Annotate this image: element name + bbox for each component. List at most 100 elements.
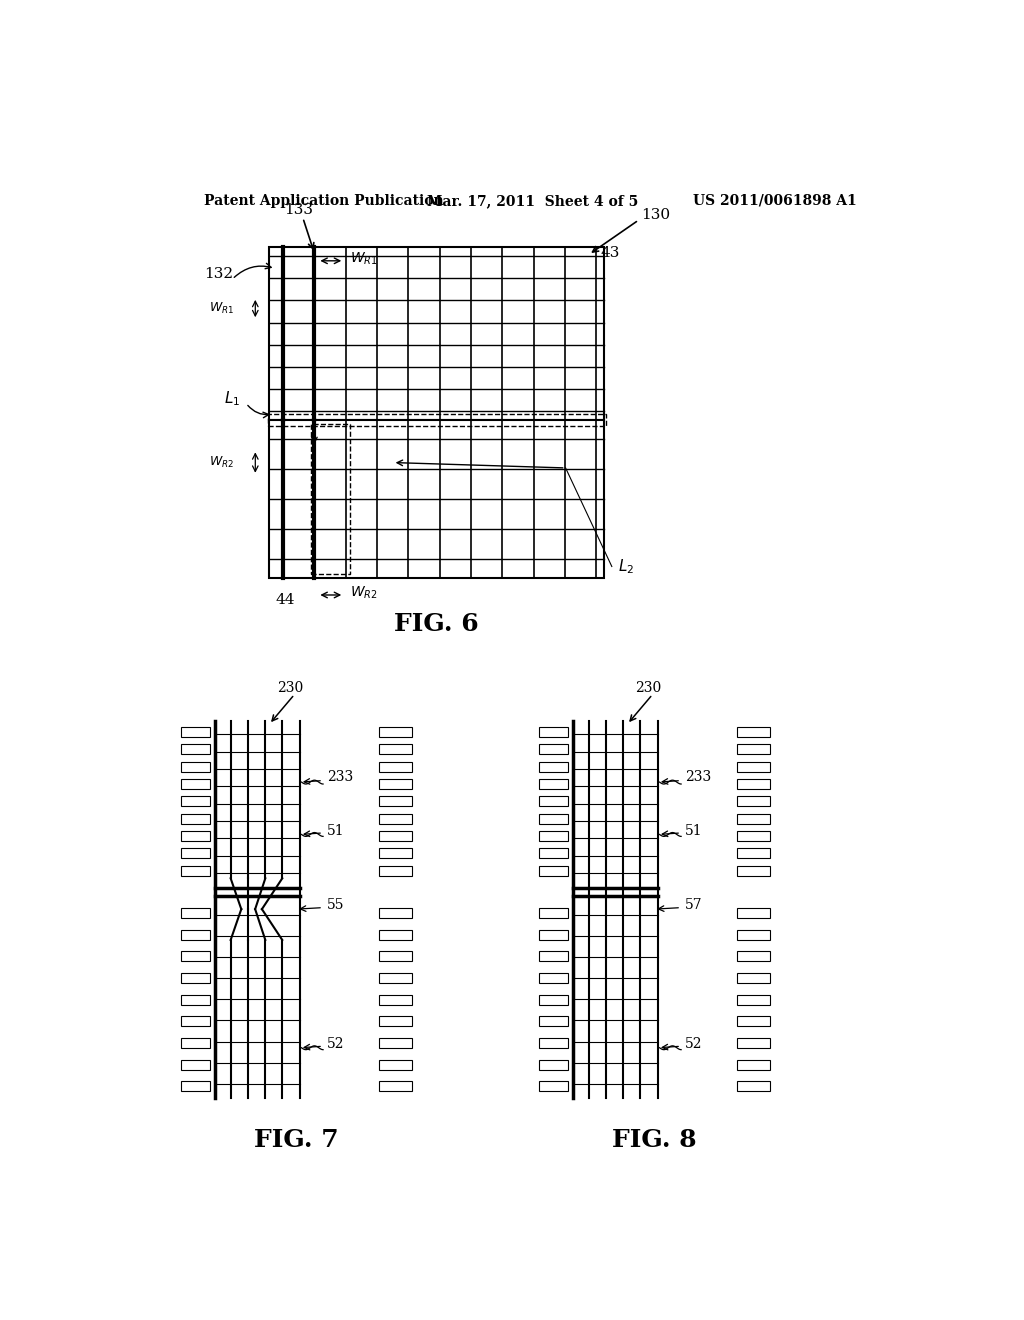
Bar bbox=[379, 1038, 412, 1048]
Text: Patent Application Publication: Patent Application Publication bbox=[204, 194, 443, 207]
Bar bbox=[180, 908, 210, 917]
Bar bbox=[180, 1060, 210, 1069]
Text: FIG. 7: FIG. 7 bbox=[254, 1129, 338, 1152]
Text: 230: 230 bbox=[635, 681, 662, 696]
Bar bbox=[379, 744, 412, 755]
Bar bbox=[737, 779, 770, 789]
Text: $W_{R2}$: $W_{R2}$ bbox=[350, 585, 378, 601]
Bar bbox=[180, 952, 210, 961]
Bar bbox=[379, 1016, 412, 1026]
Bar bbox=[539, 908, 568, 917]
Bar bbox=[737, 1081, 770, 1092]
Bar bbox=[379, 849, 412, 858]
Bar bbox=[379, 973, 412, 983]
Bar bbox=[737, 995, 770, 1005]
Bar bbox=[539, 813, 568, 824]
Bar bbox=[180, 832, 210, 841]
Bar bbox=[180, 813, 210, 824]
Bar bbox=[310, 424, 349, 574]
Text: $L_2$: $L_2$ bbox=[617, 557, 634, 576]
Bar bbox=[379, 796, 412, 807]
Bar bbox=[539, 995, 568, 1005]
Bar bbox=[539, 952, 568, 961]
Text: 44: 44 bbox=[275, 593, 295, 607]
Bar bbox=[269, 420, 604, 578]
Bar bbox=[539, 762, 568, 772]
Bar bbox=[539, 929, 568, 940]
Bar bbox=[269, 247, 604, 420]
Bar bbox=[379, 1081, 412, 1092]
Bar bbox=[737, 849, 770, 858]
Text: 132: 132 bbox=[204, 267, 232, 281]
Text: 233: 233 bbox=[685, 771, 712, 784]
Bar bbox=[737, 1038, 770, 1048]
Bar bbox=[737, 973, 770, 983]
Text: 43: 43 bbox=[600, 246, 620, 260]
Bar bbox=[180, 849, 210, 858]
Text: 51: 51 bbox=[327, 824, 344, 838]
Text: 57: 57 bbox=[685, 898, 702, 912]
Text: Mar. 17, 2011  Sheet 4 of 5: Mar. 17, 2011 Sheet 4 of 5 bbox=[427, 194, 638, 207]
Bar bbox=[379, 908, 412, 917]
Bar bbox=[379, 727, 412, 737]
Bar bbox=[379, 929, 412, 940]
Bar bbox=[737, 952, 770, 961]
Text: $L_1$: $L_1$ bbox=[224, 389, 241, 408]
Bar bbox=[737, 1016, 770, 1026]
Bar bbox=[539, 832, 568, 841]
Bar bbox=[180, 727, 210, 737]
Text: US 2011/0061898 A1: US 2011/0061898 A1 bbox=[692, 194, 856, 207]
Bar bbox=[539, 779, 568, 789]
Text: 52: 52 bbox=[685, 1038, 702, 1051]
Bar bbox=[539, 1081, 568, 1092]
Bar bbox=[737, 832, 770, 841]
Text: 233: 233 bbox=[327, 771, 353, 784]
Bar bbox=[737, 744, 770, 755]
Bar bbox=[737, 762, 770, 772]
Bar bbox=[180, 762, 210, 772]
Text: 230: 230 bbox=[276, 681, 303, 696]
Bar bbox=[379, 762, 412, 772]
Bar bbox=[180, 929, 210, 940]
Text: FIG. 8: FIG. 8 bbox=[612, 1129, 696, 1152]
Bar bbox=[737, 796, 770, 807]
Bar bbox=[539, 744, 568, 755]
Bar bbox=[737, 813, 770, 824]
Bar bbox=[267, 414, 605, 426]
Bar bbox=[539, 866, 568, 875]
Bar bbox=[539, 1016, 568, 1026]
Bar bbox=[539, 849, 568, 858]
Bar bbox=[180, 1016, 210, 1026]
Text: $W_{R2}$: $W_{R2}$ bbox=[209, 455, 234, 470]
Bar bbox=[539, 973, 568, 983]
Text: 52: 52 bbox=[327, 1038, 344, 1051]
Bar bbox=[180, 744, 210, 755]
Bar bbox=[379, 866, 412, 875]
Text: 130: 130 bbox=[641, 207, 670, 222]
Text: 55: 55 bbox=[327, 898, 344, 912]
Text: $W_{R1}$: $W_{R1}$ bbox=[209, 301, 234, 315]
Text: FIG. 6: FIG. 6 bbox=[394, 612, 479, 636]
Bar bbox=[539, 1038, 568, 1048]
Bar bbox=[539, 796, 568, 807]
Bar bbox=[180, 973, 210, 983]
Text: $W_{R1}$: $W_{R1}$ bbox=[350, 251, 378, 267]
Bar bbox=[180, 1081, 210, 1092]
Bar bbox=[379, 813, 412, 824]
Bar bbox=[737, 727, 770, 737]
Bar bbox=[180, 995, 210, 1005]
Text: 51: 51 bbox=[685, 824, 702, 838]
Bar bbox=[737, 866, 770, 875]
Bar bbox=[379, 995, 412, 1005]
Bar bbox=[737, 1060, 770, 1069]
Bar bbox=[539, 727, 568, 737]
Bar bbox=[737, 908, 770, 917]
Bar bbox=[379, 779, 412, 789]
Bar bbox=[180, 779, 210, 789]
Bar bbox=[379, 832, 412, 841]
Bar bbox=[379, 1060, 412, 1069]
Bar bbox=[180, 796, 210, 807]
Bar bbox=[180, 1038, 210, 1048]
Bar bbox=[737, 929, 770, 940]
Bar bbox=[379, 952, 412, 961]
